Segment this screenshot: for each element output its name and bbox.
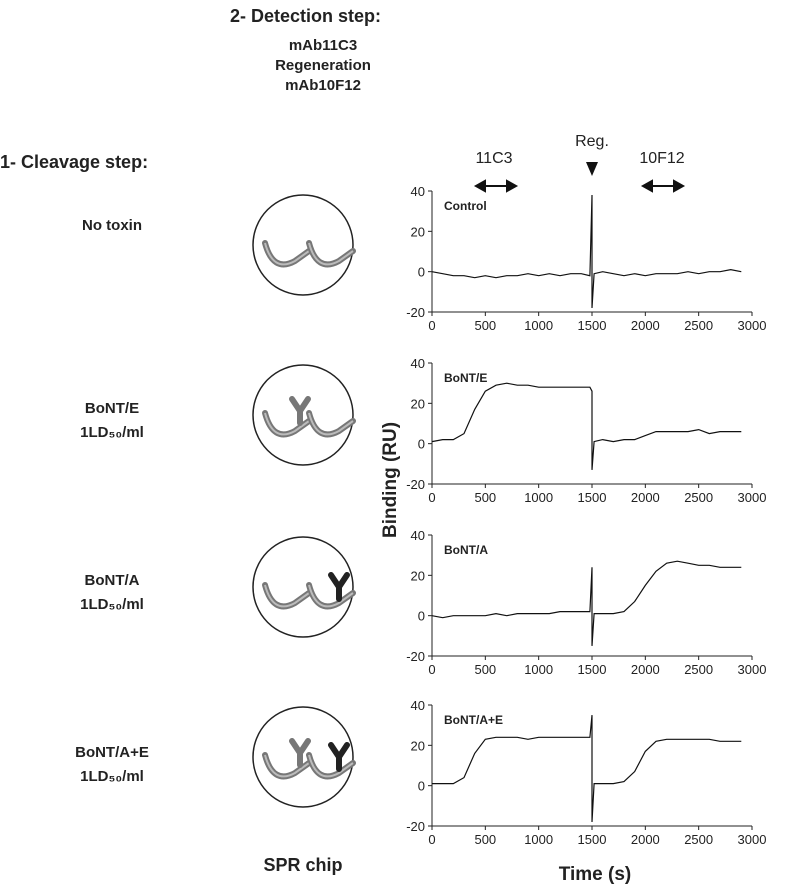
y-tick-label: 0 <box>418 609 425 624</box>
detection-title: 2- Detection step: <box>230 6 381 26</box>
y-tick-label: 20 <box>411 568 425 583</box>
detection-item: mAb10F12 <box>285 77 361 94</box>
chip <box>252 706 353 808</box>
detection-item: Regeneration <box>275 57 371 74</box>
y-tick-label: -20 <box>406 649 425 664</box>
y-axis-label: Binding (RU) <box>380 422 401 538</box>
x-tick-label: 3000 <box>738 318 767 333</box>
chip <box>252 194 353 296</box>
x-tick-label: 0 <box>428 490 435 505</box>
row-dose: 1LD₅₀/ml <box>80 596 144 613</box>
y-tick-label: 40 <box>411 184 425 199</box>
chart-title: BoNT/A <box>444 543 488 557</box>
x-tick-label: 1000 <box>524 662 553 677</box>
annotation: 10F12 <box>639 150 684 167</box>
y-tick-label: 20 <box>411 738 425 753</box>
x-tick-label: 1000 <box>524 318 553 333</box>
y-tick-label: 0 <box>418 779 425 794</box>
x-tick-label: 2000 <box>631 318 660 333</box>
regeneration-marker <box>586 162 598 176</box>
x-tick-label: 2500 <box>684 662 713 677</box>
chip <box>252 364 353 466</box>
y-tick-label: 40 <box>411 356 425 371</box>
y-tick-label: 0 <box>418 437 425 452</box>
x-tick-label: 1000 <box>524 490 553 505</box>
x-tick-label: 3000 <box>738 662 767 677</box>
y-tick-label: -20 <box>406 305 425 320</box>
x-tick-label: 1500 <box>578 832 607 847</box>
y-tick-label: 0 <box>418 265 425 280</box>
annotation: Reg. <box>575 133 609 150</box>
y-tick-label: -20 <box>406 819 425 834</box>
x-tick-label: 1500 <box>578 318 607 333</box>
chip <box>252 536 353 638</box>
y-tick-label: 20 <box>411 224 425 239</box>
trace <box>431 382 742 470</box>
row-label: No toxin <box>82 217 142 234</box>
x-tick-label: 3000 <box>738 490 767 505</box>
y-tick-label: 40 <box>411 528 425 543</box>
trace <box>431 194 742 309</box>
x-tick-label: 500 <box>474 832 496 847</box>
x-tick-label: 0 <box>428 318 435 333</box>
arrows <box>473 179 686 193</box>
row-label: BoNT/A+E <box>75 744 149 761</box>
x-tick-label: 1500 <box>578 662 607 677</box>
x-tick-label: 2500 <box>684 832 713 847</box>
row-dose: 1LD₅₀/ml <box>80 424 144 441</box>
x-tick-label: 3000 <box>738 832 767 847</box>
chart-title: BoNT/A+E <box>444 713 503 727</box>
x-tick-label: 2500 <box>684 318 713 333</box>
x-axis-label: Time (s) <box>559 864 632 885</box>
cleavage-title: 1- Cleavage step: <box>0 152 148 172</box>
trace <box>431 560 742 646</box>
chart-title: BoNT/E <box>444 371 487 385</box>
x-tick-label: 500 <box>474 662 496 677</box>
x-tick-label: 1000 <box>524 832 553 847</box>
chart-title: Control <box>444 199 487 213</box>
trace <box>432 715 742 823</box>
row-dose: 1LD₅₀/ml <box>80 768 144 785</box>
annotation: 11C3 <box>475 150 512 167</box>
x-tick-label: 500 <box>474 490 496 505</box>
x-tick-label: 2000 <box>631 490 660 505</box>
x-tick-label: 0 <box>428 662 435 677</box>
x-tick-label: 2000 <box>631 832 660 847</box>
detection-item: mAb11C3 <box>289 37 357 54</box>
y-tick-label: 20 <box>411 396 425 411</box>
y-tick-label: -20 <box>406 477 425 492</box>
x-tick-label: 2500 <box>684 490 713 505</box>
x-tick-label: 0 <box>428 832 435 847</box>
row-label: BoNT/A <box>85 572 140 589</box>
x-tick-label: 1500 <box>578 490 607 505</box>
y-tick-label: 40 <box>411 698 425 713</box>
x-tick-label: 2000 <box>631 662 660 677</box>
row-label: BoNT/E <box>85 400 139 417</box>
chip-label: SPR chip <box>263 855 342 875</box>
x-tick-label: 500 <box>474 318 496 333</box>
